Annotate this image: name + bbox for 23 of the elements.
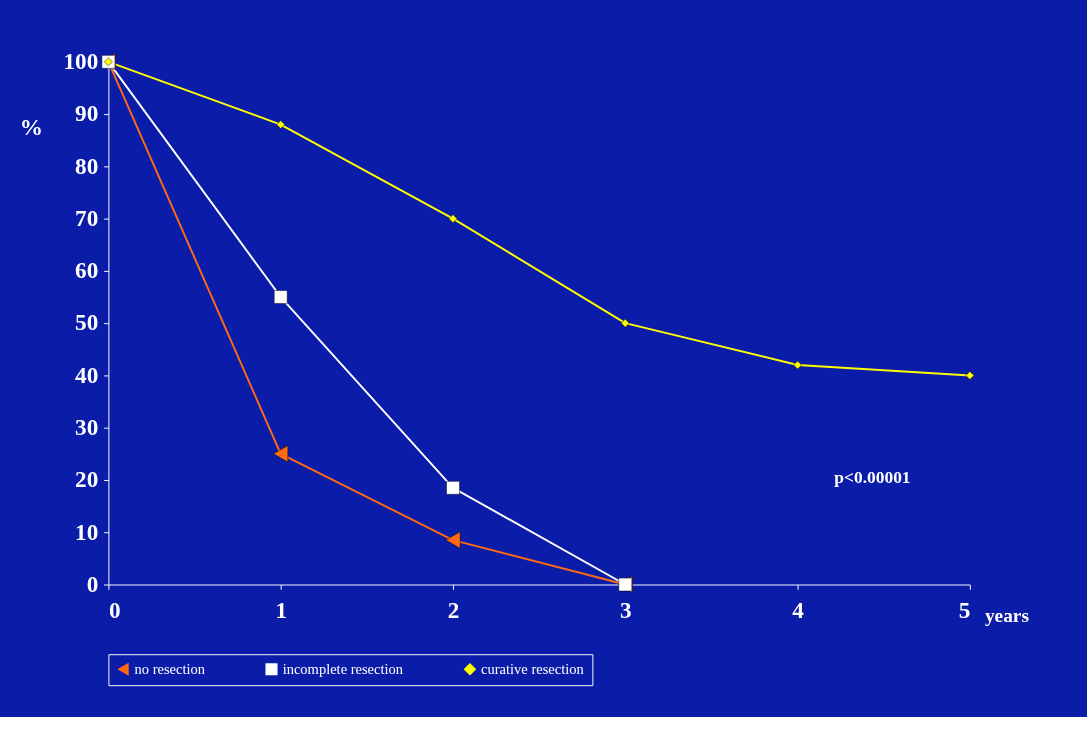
y-tick-label: 50 <box>75 309 99 336</box>
legend-label: incomplete resection <box>282 661 404 678</box>
x-tick-label: 1 <box>275 596 287 623</box>
x-tick-label: 3 <box>619 596 632 623</box>
y-tick-label: 90 <box>75 100 99 127</box>
y-tick-label: 100 <box>63 48 99 75</box>
x-tick-label: 4 <box>792 596 805 623</box>
x-axis-title: years <box>984 604 1030 626</box>
legend-label: curative resection <box>481 661 585 678</box>
y-tick-label: 10 <box>75 518 99 545</box>
legend-label: no resection <box>134 661 206 678</box>
annotation: p<0.00001 <box>834 466 911 487</box>
y-tick-label: 60 <box>75 257 99 284</box>
y-axis-title: % <box>19 113 44 140</box>
x-tick-label: 0 <box>108 596 121 623</box>
y-tick-label: 20 <box>75 466 99 493</box>
x-tick-label: 5 <box>958 596 971 623</box>
y-tick-label: 80 <box>75 152 99 179</box>
y-tick-label: 40 <box>75 361 99 388</box>
y-tick-label: 0 <box>86 570 99 597</box>
y-tick-label: 70 <box>75 204 99 231</box>
y-tick-label: 30 <box>75 413 99 440</box>
x-tick-label: 2 <box>447 596 460 623</box>
